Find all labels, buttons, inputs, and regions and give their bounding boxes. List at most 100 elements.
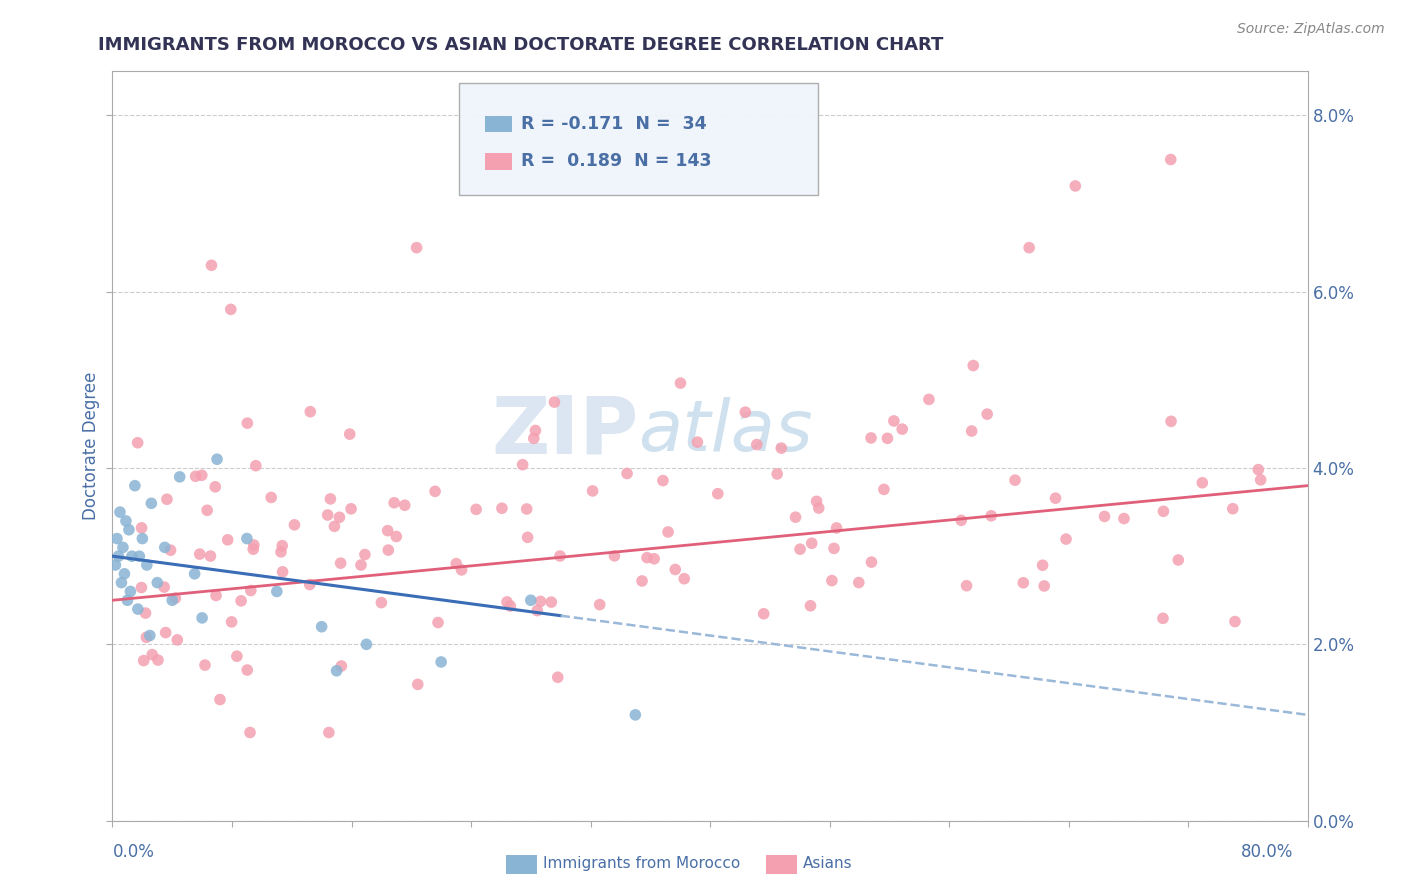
Point — [114, 566, 135, 581]
Point — [976, 407, 998, 421]
Point — [115, 514, 138, 528]
Point — [146, 575, 169, 590]
Point — [686, 435, 709, 450]
Point — [1191, 475, 1213, 490]
Point — [825, 521, 848, 535]
Point — [603, 549, 626, 563]
Point — [229, 594, 252, 608]
Point — [540, 595, 562, 609]
Point — [465, 502, 488, 516]
Point — [195, 503, 218, 517]
Point — [120, 584, 142, 599]
Point — [236, 663, 259, 677]
Point — [770, 441, 793, 455]
Point — [1247, 462, 1270, 476]
Point — [524, 424, 547, 438]
Point — [548, 549, 571, 563]
Point — [636, 550, 658, 565]
Point — [219, 302, 242, 317]
Point — [1064, 178, 1087, 193]
Point — [200, 549, 222, 563]
Point — [799, 599, 821, 613]
Point — [385, 529, 408, 543]
Point — [330, 659, 353, 673]
Text: R = -0.171  N =  34: R = -0.171 N = 34 — [522, 115, 707, 133]
Point — [1167, 553, 1189, 567]
Point — [221, 615, 243, 629]
Point — [980, 508, 1002, 523]
Point — [183, 566, 205, 581]
Point — [107, 549, 129, 564]
Point — [146, 653, 169, 667]
Point — [821, 574, 844, 588]
Point — [405, 241, 427, 255]
Point — [624, 707, 647, 722]
Point — [745, 437, 768, 451]
Point — [370, 596, 392, 610]
Point — [1004, 473, 1026, 487]
Point — [239, 725, 262, 739]
Point — [165, 591, 187, 606]
Point — [127, 435, 149, 450]
Point — [789, 542, 811, 557]
Point — [918, 392, 941, 407]
Point — [1054, 532, 1077, 546]
Point — [141, 496, 163, 510]
Point — [444, 557, 467, 571]
Point — [766, 467, 789, 481]
Point — [950, 513, 973, 527]
Point — [616, 467, 638, 481]
Point — [430, 655, 453, 669]
Point — [127, 602, 149, 616]
Point — [316, 508, 339, 522]
Point — [1045, 491, 1067, 505]
Point — [526, 604, 548, 618]
Point — [124, 478, 146, 492]
Point — [1153, 504, 1175, 518]
Point — [512, 458, 534, 472]
Point — [1094, 509, 1116, 524]
Point — [785, 510, 807, 524]
Point — [891, 422, 914, 436]
Text: ZIP: ZIP — [491, 392, 638, 470]
Point — [377, 543, 399, 558]
FancyBboxPatch shape — [458, 83, 818, 195]
Point — [427, 615, 450, 630]
Point — [236, 532, 259, 546]
Point — [194, 658, 217, 673]
Point — [139, 628, 162, 642]
Text: Source: ZipAtlas.com: Source: ZipAtlas.com — [1237, 22, 1385, 37]
Point — [271, 565, 294, 579]
Point — [800, 536, 823, 550]
Point — [156, 492, 179, 507]
Point — [205, 452, 228, 467]
Point — [245, 458, 267, 473]
Text: 0.0%: 0.0% — [112, 843, 155, 861]
Point — [1018, 241, 1040, 255]
Point — [1222, 501, 1244, 516]
Point — [848, 575, 870, 590]
Point — [516, 502, 538, 516]
Point — [496, 595, 519, 609]
Point — [191, 611, 214, 625]
Point — [155, 625, 177, 640]
Point — [166, 632, 188, 647]
Point — [131, 521, 153, 535]
Point — [860, 555, 883, 569]
Point — [141, 648, 163, 662]
Point — [664, 562, 686, 576]
Point — [499, 599, 522, 613]
Point — [260, 491, 283, 505]
FancyBboxPatch shape — [485, 153, 512, 169]
Point — [299, 405, 322, 419]
Point — [283, 517, 305, 532]
Point — [423, 484, 446, 499]
Point — [960, 424, 983, 438]
Point — [406, 677, 429, 691]
Point — [955, 579, 977, 593]
Point — [128, 549, 150, 564]
Point — [104, 558, 127, 572]
Point — [159, 543, 181, 558]
Point — [543, 395, 565, 409]
Point — [523, 431, 546, 445]
